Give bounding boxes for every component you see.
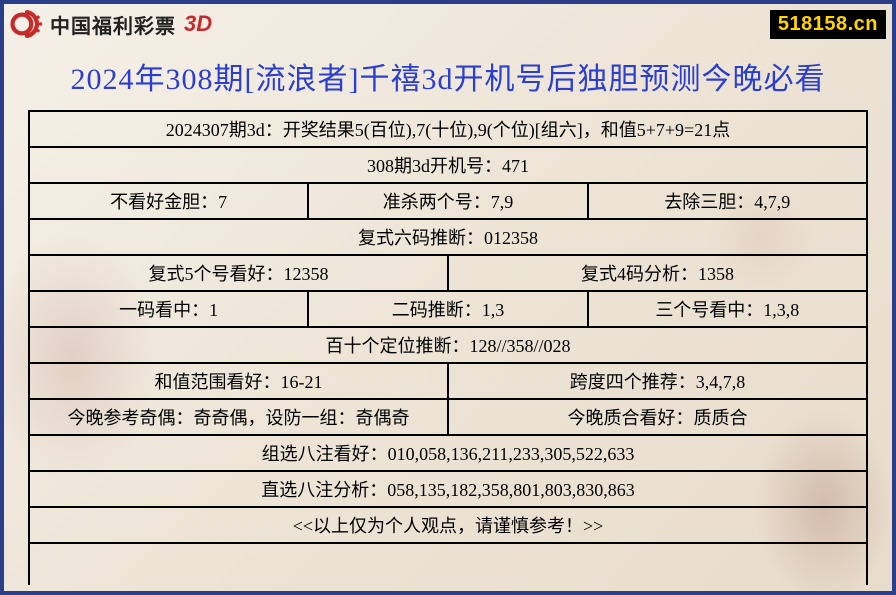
cell: 复式4码分析：1358 [447,256,866,290]
table-row: 复式六码推断：012358 [30,220,866,256]
cell: 复式六码推断：012358 [30,220,866,254]
cell: 三个号看中：1,3,8 [587,292,866,326]
logo-block: 中国福利彩票 3D [10,7,212,41]
cell: 百十个定位推断：128//358//028 [30,328,866,362]
cell: 去除三胆：4,7,9 [587,184,866,218]
table-row: <<以上仅为个人观点，请谨慎参考！>> [30,508,866,544]
table-row: 直选八注分析：058,135,182,358,801,803,830,863 [30,472,866,508]
table-row: 复式5个号看好：12358 复式4码分析：1358 [30,256,866,292]
cell: 今晚参考奇偶：奇奇偶，设防一组：奇偶奇 [30,400,447,434]
cell: <<以上仅为个人观点，请谨慎参考！>> [30,508,866,542]
content-wrapper: 中国福利彩票 3D 518158.cn 2024年308期[流浪者]千禧3d开机… [0,0,896,595]
prediction-table: 2024307期3d：开奖结果5(百位),7(十位),9(个位)[组六]，和值5… [28,110,868,585]
cell: 复式5个号看好：12358 [30,256,447,290]
cell: 308期3d开机号：471 [30,148,866,182]
site-badge: 518158.cn [770,10,886,39]
cell: 准杀两个号：7,9 [307,184,586,218]
header-row: 中国福利彩票 3D 518158.cn [10,6,886,42]
cell: 2024307期3d：开奖结果5(百位),7(十位),9(个位)[组六]，和值5… [30,112,866,146]
cell: 不看好金胆：7 [30,184,307,218]
logo-3d-suffix: 3D [184,11,212,37]
table-row: 和值范围看好：16-21 跨度四个推荐：3,4,7,8 [30,364,866,400]
cell: 跨度四个推荐：3,4,7,8 [447,364,866,398]
cell: 组选八注看好：010,058,136,211,233,305,522,633 [30,436,866,470]
table-row: 一码看中：1 二码推断：1,3 三个号看中：1,3,8 [30,292,866,328]
cell: 今晚质合看好：质质合 [447,400,866,434]
cell: 和值范围看好：16-21 [30,364,447,398]
table-row: 308期3d开机号：471 [30,148,866,184]
page-title: 2024年308期[流浪者]千禧3d开机号后独胆预测今晚必看 [10,54,886,98]
lottery-logo-icon [10,7,44,41]
table-row: 不看好金胆：7 准杀两个号：7,9 去除三胆：4,7,9 [30,184,866,220]
cell: 一码看中：1 [30,292,307,326]
table-row: 2024307期3d：开奖结果5(百位),7(十位),9(个位)[组六]，和值5… [30,112,866,148]
table-row: 组选八注看好：010,058,136,211,233,305,522,633 [30,436,866,472]
logo-text: 中国福利彩票 [50,10,176,39]
table-row: 今晚参考奇偶：奇奇偶，设防一组：奇偶奇 今晚质合看好：质质合 [30,400,866,436]
cell: 直选八注分析：058,135,182,358,801,803,830,863 [30,472,866,506]
cell: 二码推断：1,3 [307,292,586,326]
table-row: 百十个定位推断：128//358//028 [30,328,866,364]
